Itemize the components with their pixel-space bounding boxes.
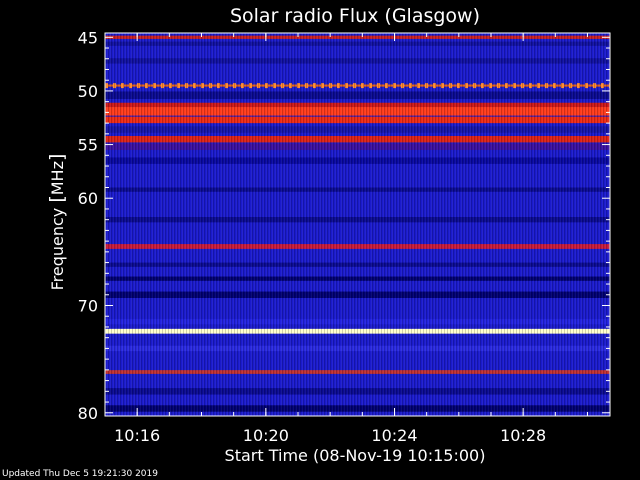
y-tick-label: 50	[78, 82, 98, 101]
x-tick-label: 10:24	[371, 426, 417, 445]
y-tick-label: 55	[78, 136, 98, 155]
y-tick-label: 80	[78, 404, 98, 423]
x-tick-label: 10:28	[500, 426, 546, 445]
chart-title: Solar radio Flux (Glasgow)	[230, 5, 480, 27]
y-tick-label: 60	[78, 189, 98, 208]
y-axis-label: Frequency [MHz]	[46, 154, 68, 291]
x-tick-label: 10:20	[243, 426, 289, 445]
y-tick-label: 70	[78, 296, 98, 315]
x-tick-label: 10:16	[114, 426, 160, 445]
plot-area	[105, 33, 610, 416]
y-tick-label: 45	[78, 28, 98, 47]
plot-frame	[104, 32, 611, 417]
updated-timestamp: Updated Thu Dec 5 19:21:30 2019	[2, 469, 158, 479]
texture-overlay	[105, 33, 610, 416]
x-axis-label: Start Time (08-Nov-19 10:15:00)	[225, 446, 486, 465]
